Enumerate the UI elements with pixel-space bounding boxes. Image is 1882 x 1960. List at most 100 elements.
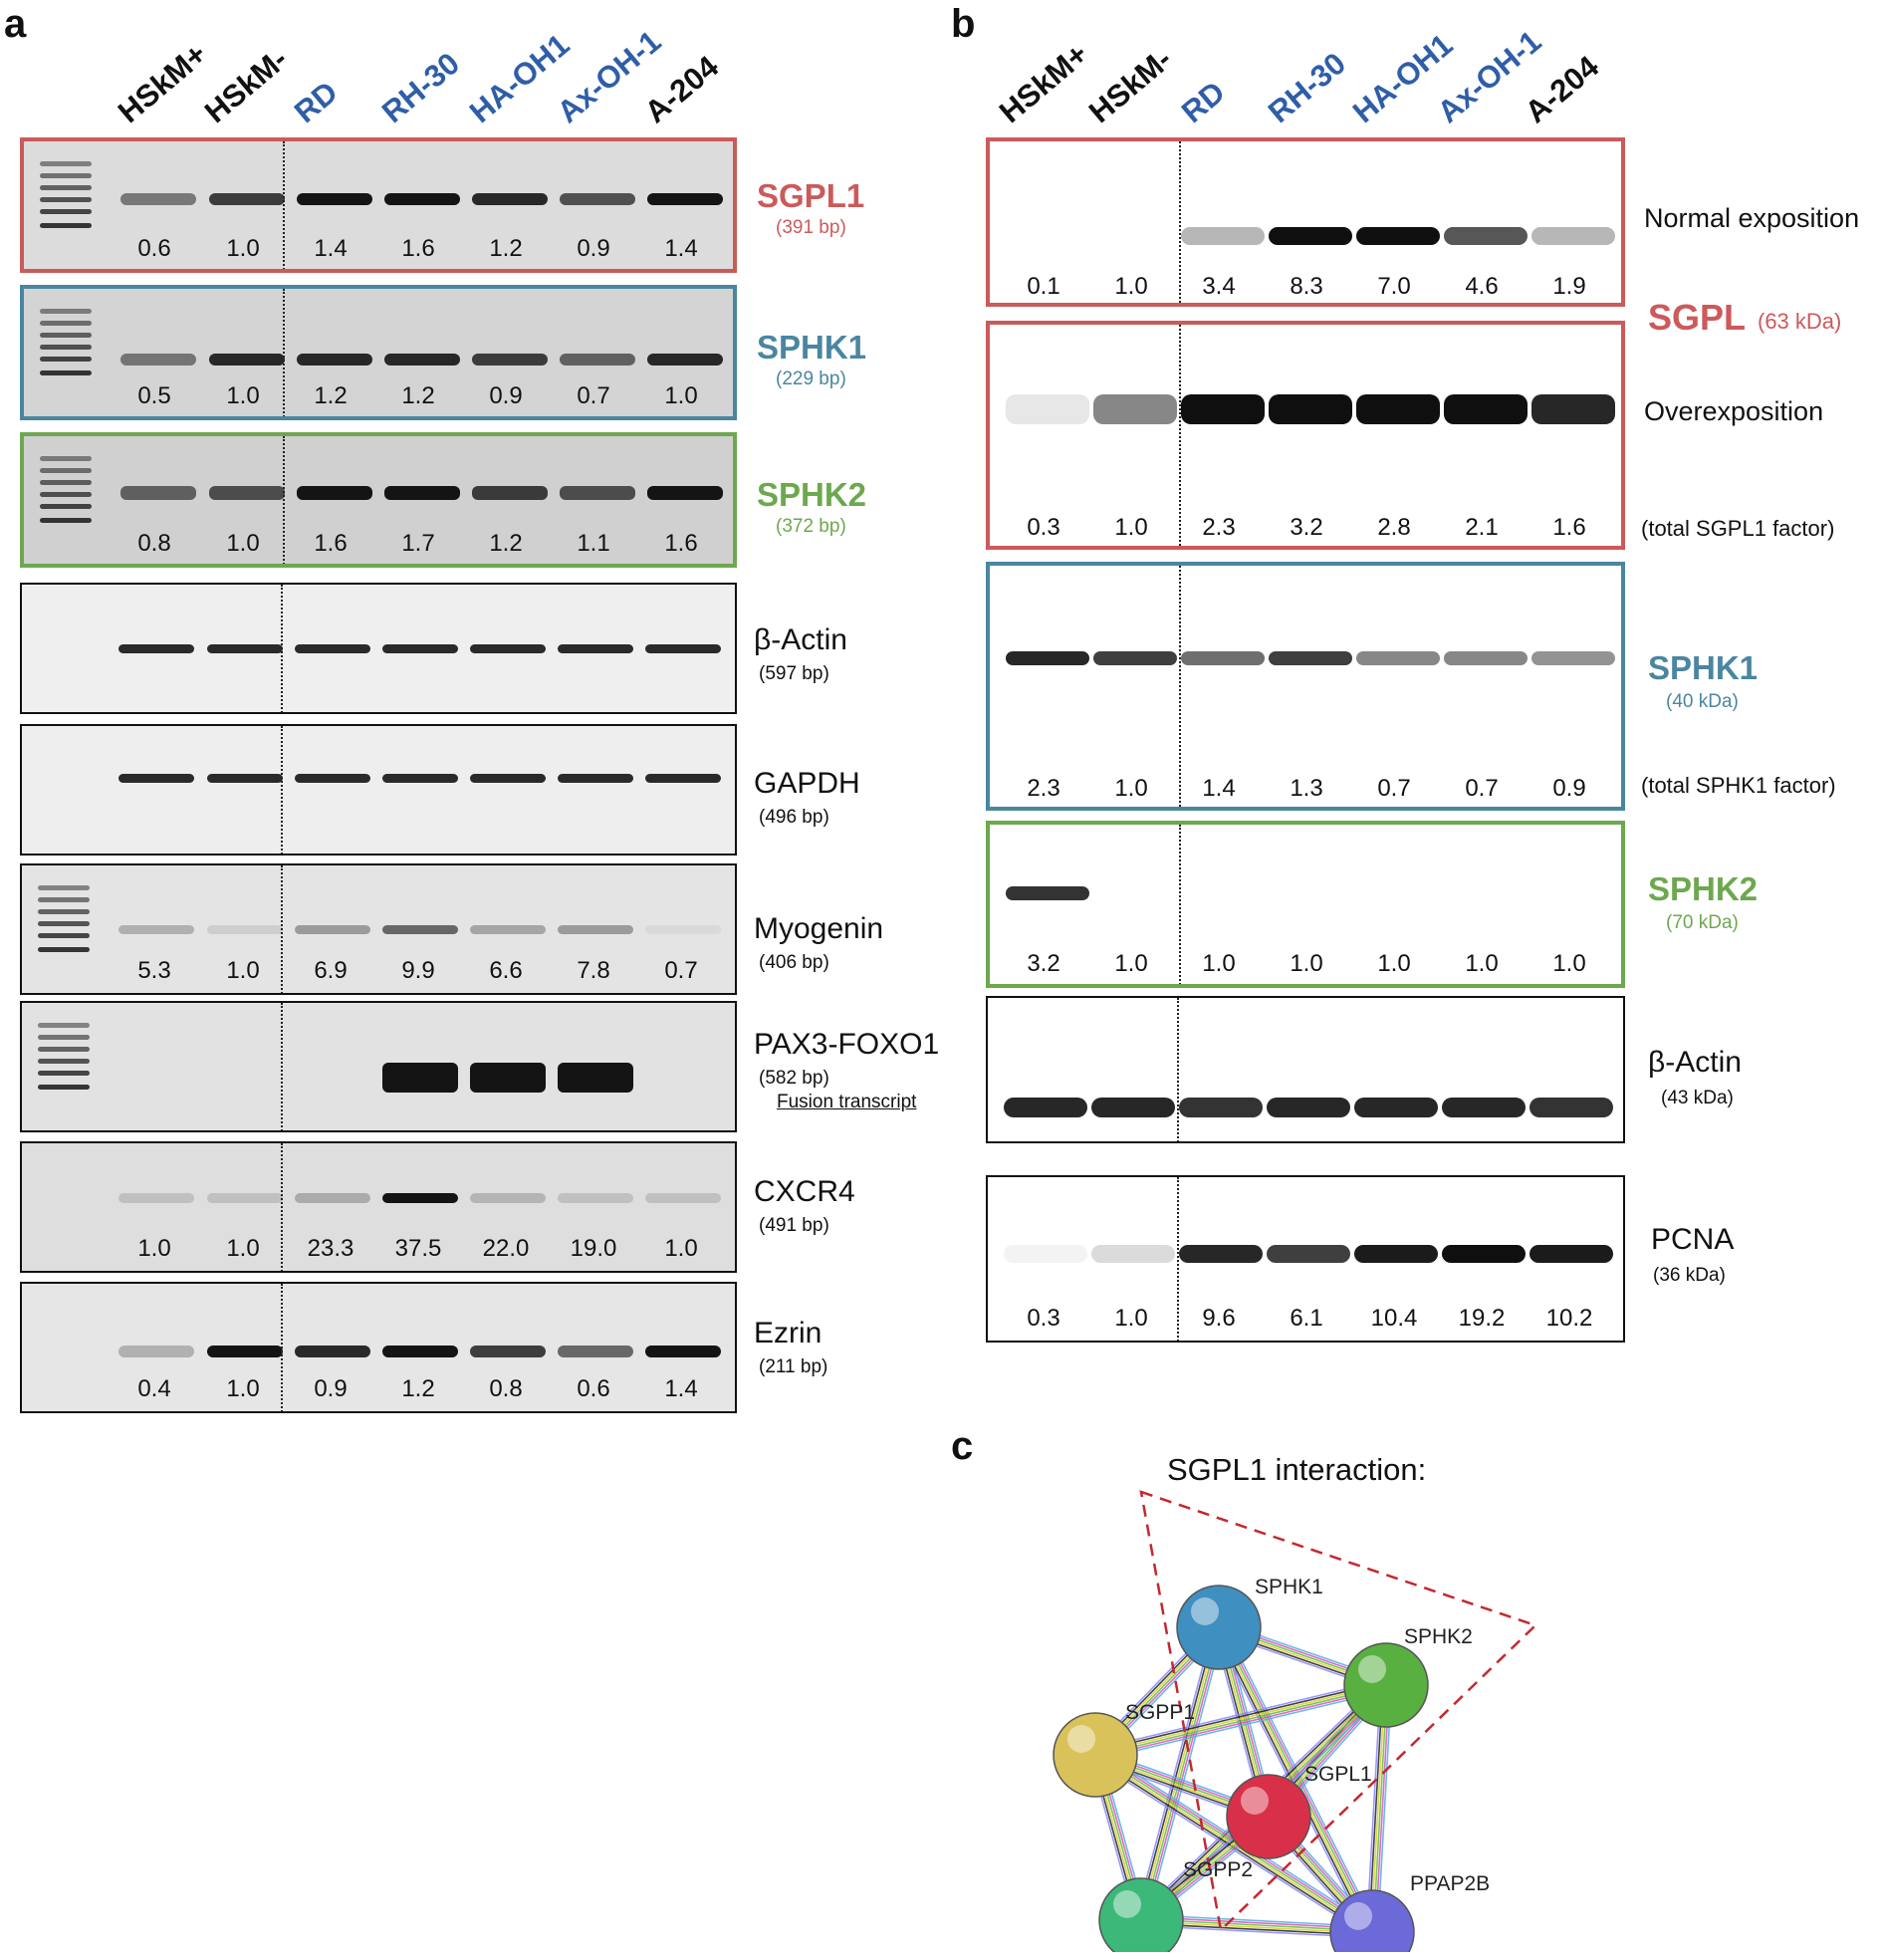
protein-size: (63 kDa) (1758, 309, 1842, 334)
quant-value: 1.2 (489, 235, 523, 262)
gel-band (558, 1063, 633, 1093)
blot-band (1179, 1098, 1263, 1117)
panel-letter-b: b (951, 2, 976, 46)
gel-band (295, 644, 370, 653)
gel-band (645, 644, 721, 653)
quant-value: 8.3 (1290, 273, 1323, 300)
ladder-band (38, 921, 90, 926)
quant-value: 1.0 (1377, 950, 1411, 977)
quant-value: 1.1 (577, 530, 610, 557)
quant-value: 23.3 (307, 1235, 354, 1262)
gene-label: PAX3-FOXO1 (754, 1028, 940, 1061)
quant-value: 0.5 (137, 382, 171, 409)
gel-band (382, 774, 458, 783)
quant-value: 37.5 (394, 1235, 442, 1262)
quant-value: 6.9 (314, 957, 348, 984)
lane-divider (281, 865, 283, 993)
quant-value: 1.9 (1552, 273, 1586, 300)
gel-band (207, 644, 283, 653)
lane-label: HSkM- (1081, 41, 1179, 130)
gel-band (382, 1346, 458, 1357)
blot-band (1529, 1245, 1613, 1263)
node-highlight (1344, 1902, 1372, 1930)
interaction-edge (1095, 1685, 1387, 1757)
gene-label: β-Actin (754, 623, 847, 656)
gel-band (470, 644, 546, 653)
quant-value: 2.3 (1027, 775, 1060, 802)
gel-band (295, 925, 370, 934)
quant-value: 1.0 (1114, 1305, 1148, 1332)
quant-value: 1.2 (314, 382, 348, 409)
protein-node (1098, 1877, 1184, 1952)
ladder-band (38, 1047, 90, 1052)
gel-image (20, 137, 737, 273)
gel-band (295, 1193, 370, 1203)
gel-band (472, 193, 548, 205)
ladder-band (40, 518, 92, 523)
lane-label: HSkM+ (111, 36, 214, 130)
quant-value: 1.2 (401, 382, 435, 409)
node-highlight (1241, 1787, 1269, 1815)
quant-value: 1.3 (1290, 775, 1323, 802)
gel-band (470, 774, 546, 783)
blot-band (1091, 1245, 1175, 1263)
node-highlight (1113, 1890, 1141, 1918)
gel-image (20, 1001, 737, 1132)
quant-value: 1.0 (1114, 273, 1148, 300)
gel-band (295, 774, 370, 783)
quant-value: 1.0 (1114, 514, 1148, 541)
quant-value: 1.0 (226, 235, 260, 262)
blot-band (1442, 1098, 1526, 1117)
gel-band (382, 925, 458, 934)
quant-value: 1.4 (314, 235, 348, 262)
interaction-edge (1143, 1627, 1223, 1922)
gene-label: GAPDH (754, 767, 860, 800)
blot-band (1356, 227, 1440, 245)
lane-divider (281, 726, 283, 854)
gel-band (470, 1063, 546, 1093)
interaction-edge (1095, 1687, 1387, 1759)
factor-note: (total SGPL1 factor) (1641, 516, 1835, 541)
blot-band (1444, 651, 1528, 665)
blot-band (1444, 227, 1528, 245)
gene-label: SPHK1 (757, 329, 867, 366)
gel-band (209, 486, 285, 500)
quant-value: 19.2 (1458, 1305, 1506, 1332)
gel-band (297, 354, 372, 366)
gel-image (20, 285, 737, 420)
gel-band (560, 193, 635, 205)
gel-band (558, 774, 633, 783)
lane-divider (283, 436, 285, 564)
ladder-band (38, 947, 90, 952)
gel-image (20, 432, 737, 568)
interaction-network: SPHK1 SPHK2 SGPP1 SGPL1 SGPP2 PPAP2B (1053, 1490, 1538, 1952)
quant-value: 1.6 (664, 530, 698, 557)
quant-value: 1.2 (489, 530, 523, 557)
interaction-edge (1139, 1626, 1219, 1920)
quant-value: 5.3 (137, 957, 171, 984)
blot-band (1531, 651, 1615, 665)
gene-label: β-Actin (1648, 1046, 1742, 1079)
quant-value: 1.0 (226, 1235, 260, 1262)
ladder-band (38, 933, 90, 938)
blot-image (986, 321, 1625, 550)
quant-value: 7.0 (1377, 273, 1411, 300)
quant-value: 0.1 (1027, 273, 1060, 300)
quant-value: 6.1 (1290, 1305, 1323, 1332)
gel-image (20, 1141, 737, 1273)
product-size: (372 bp) (776, 516, 846, 537)
lane-divider (1179, 325, 1181, 546)
interaction-edge (1094, 1681, 1386, 1753)
gel-band (207, 925, 283, 934)
blot-image (986, 562, 1625, 811)
ladder-band (40, 185, 92, 190)
gel-band (382, 644, 458, 653)
quant-value: 0.9 (314, 1375, 348, 1402)
gel-band (645, 1193, 721, 1203)
ladder-band (38, 885, 90, 890)
quant-value: 19.0 (570, 1235, 617, 1262)
blot-band (1006, 651, 1089, 665)
blot-band (1004, 1245, 1087, 1263)
gel-band (472, 486, 548, 500)
gene-label: Ezrin (754, 1317, 823, 1349)
